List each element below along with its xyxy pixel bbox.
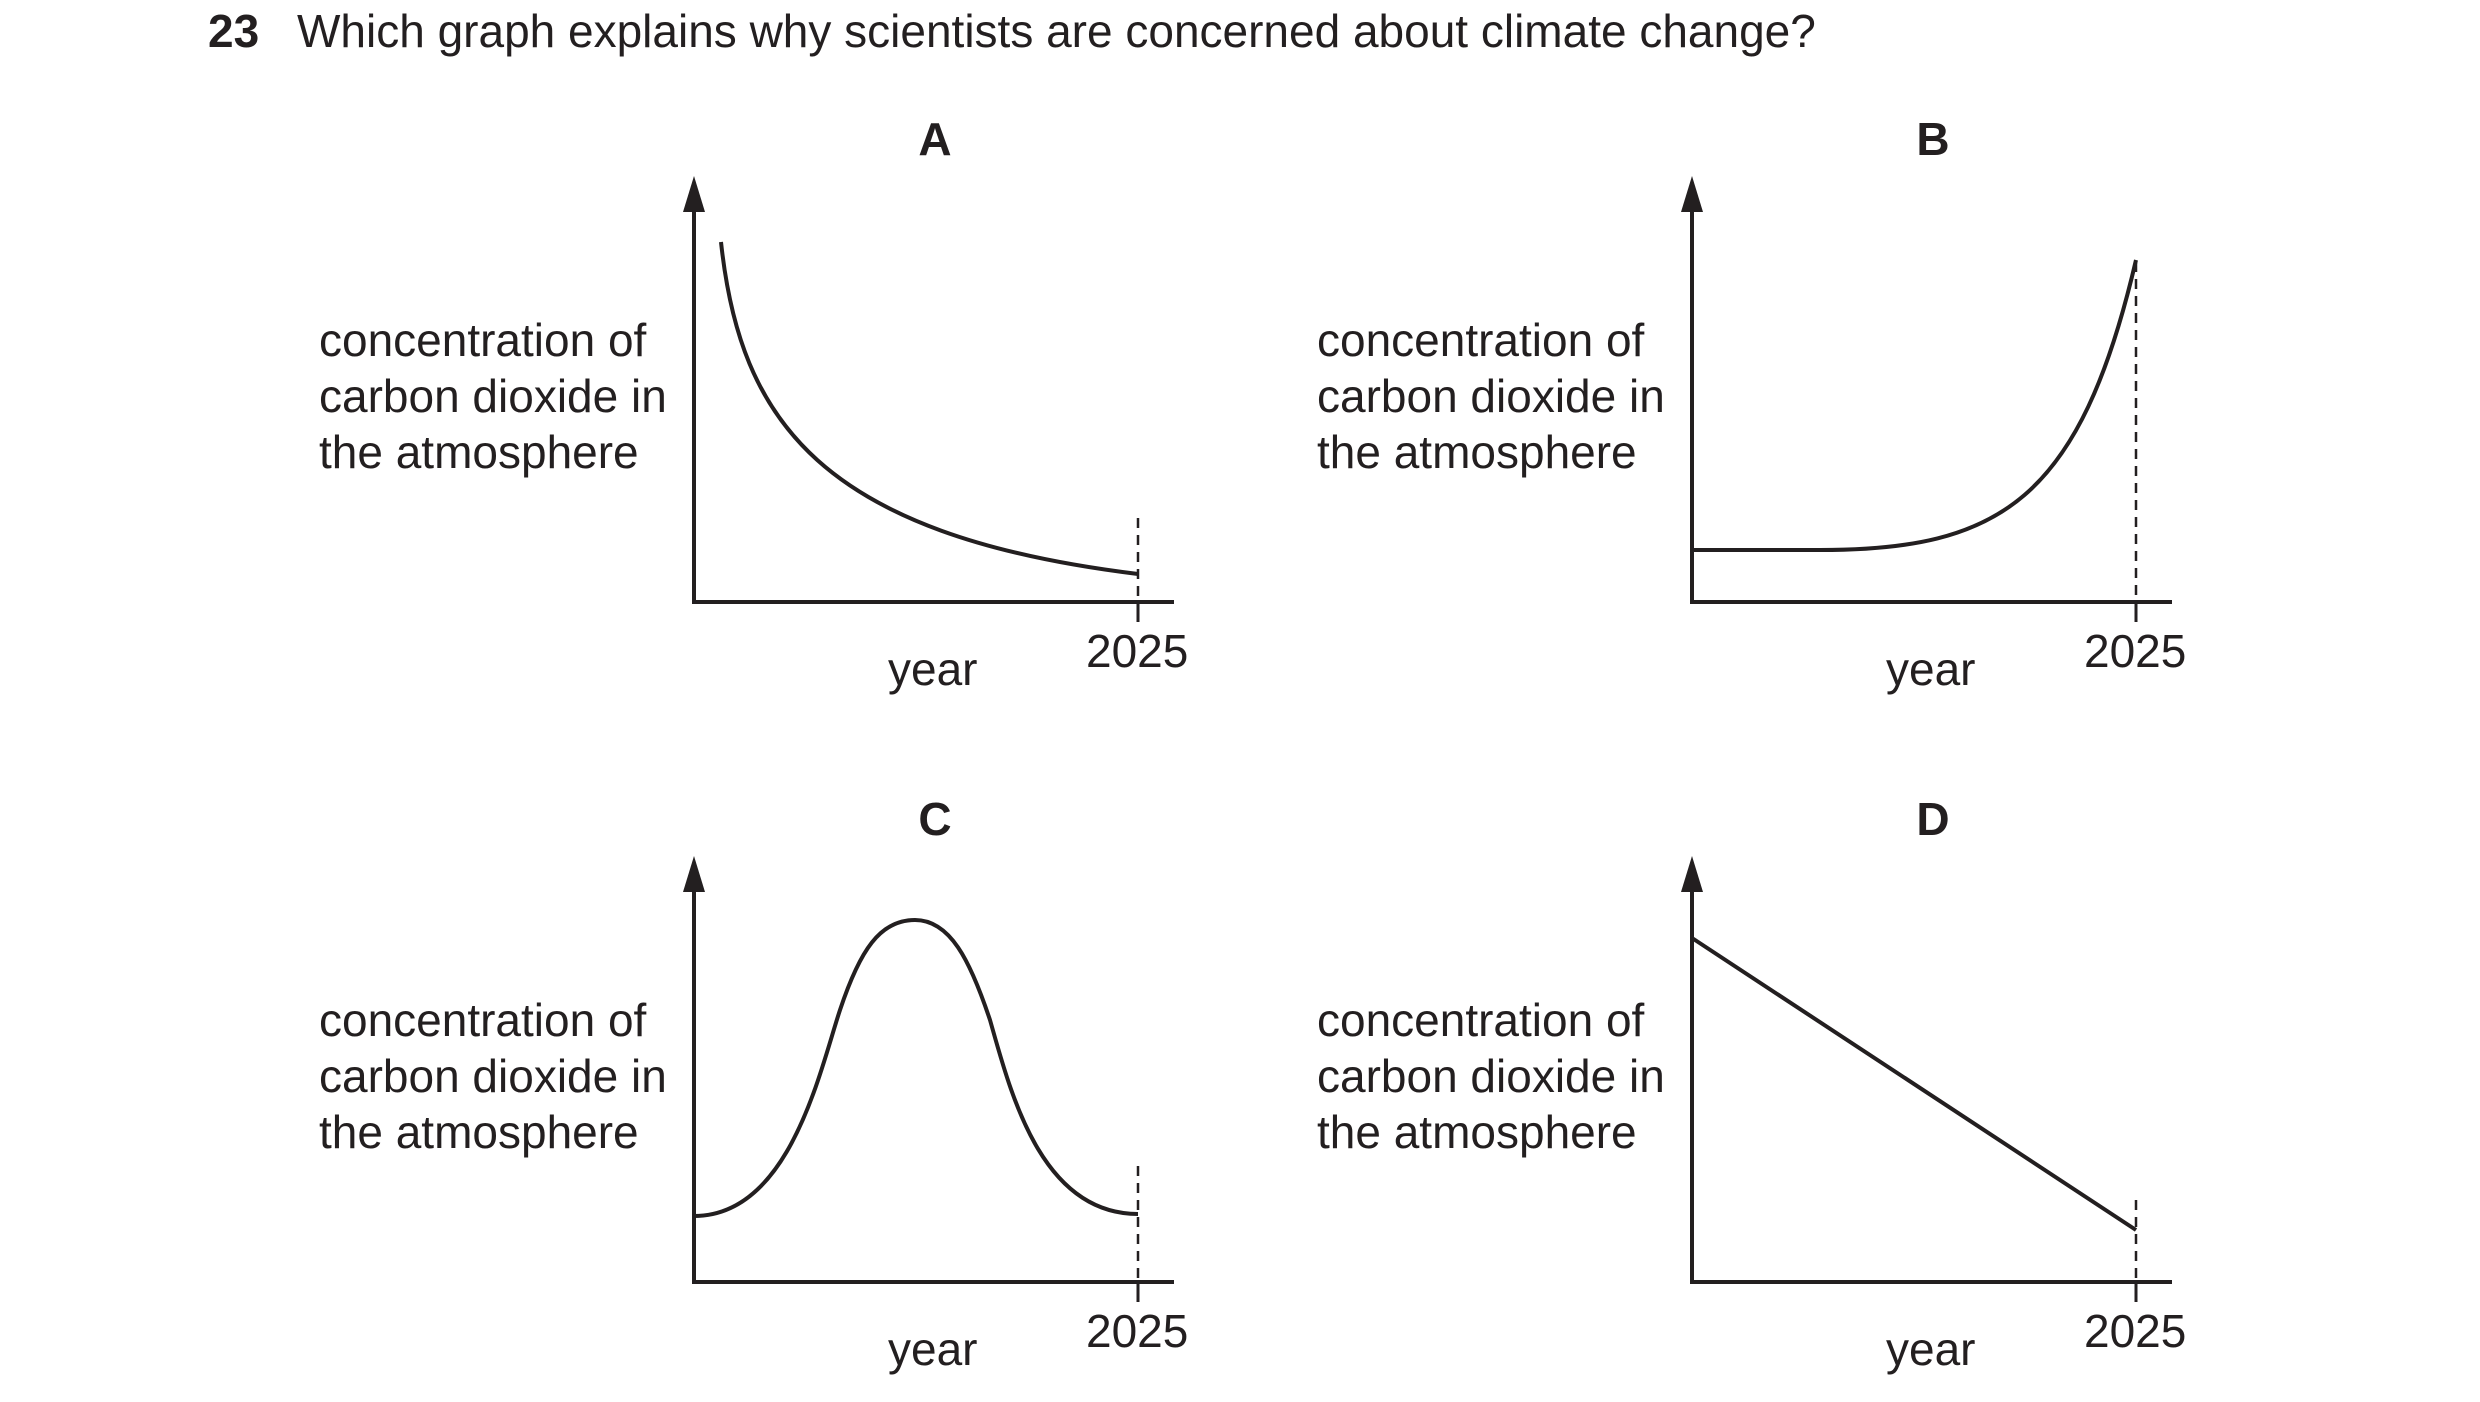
tick-label-2025: 2025 <box>2084 1305 2187 1357</box>
y-axis-arrow-icon <box>683 856 705 892</box>
curve <box>719 241 1139 576</box>
x-axis-label: year <box>888 643 978 695</box>
question-text: Which graph explains why scientists are … <box>297 5 1816 57</box>
x-axis-label: year <box>1886 1323 1976 1375</box>
graph-letter: B <box>1916 113 1950 165</box>
x-axis-label: year <box>1886 643 1976 695</box>
y-axis-arrow-icon <box>1681 176 1703 212</box>
graph-letter: C <box>918 793 952 845</box>
question-number: 23 <box>208 5 260 57</box>
y-axis-arrow-icon <box>1681 856 1703 892</box>
y-axis-label: concentration of carbon dioxide in the a… <box>1317 314 1665 478</box>
tick-label-2025: 2025 <box>1086 1305 1189 1357</box>
tick-label-2025: 2025 <box>2084 625 2187 677</box>
y-axis-label: concentration of carbon dioxide in the a… <box>1317 994 1665 1158</box>
graph-letter: D <box>1916 793 1950 845</box>
y-axis-label: concentration of carbon dioxide in the a… <box>319 314 667 478</box>
y-axis-arrow-icon <box>683 176 705 212</box>
y-axis-label: concentration of carbon dioxide in the a… <box>319 994 667 1158</box>
line <box>1690 936 2138 1232</box>
tick-label-2025: 2025 <box>1086 625 1189 677</box>
graph-letter: A <box>918 113 952 165</box>
curve <box>1692 259 2138 552</box>
x-axis-label: year <box>888 1323 978 1375</box>
curve <box>693 917 1139 1218</box>
